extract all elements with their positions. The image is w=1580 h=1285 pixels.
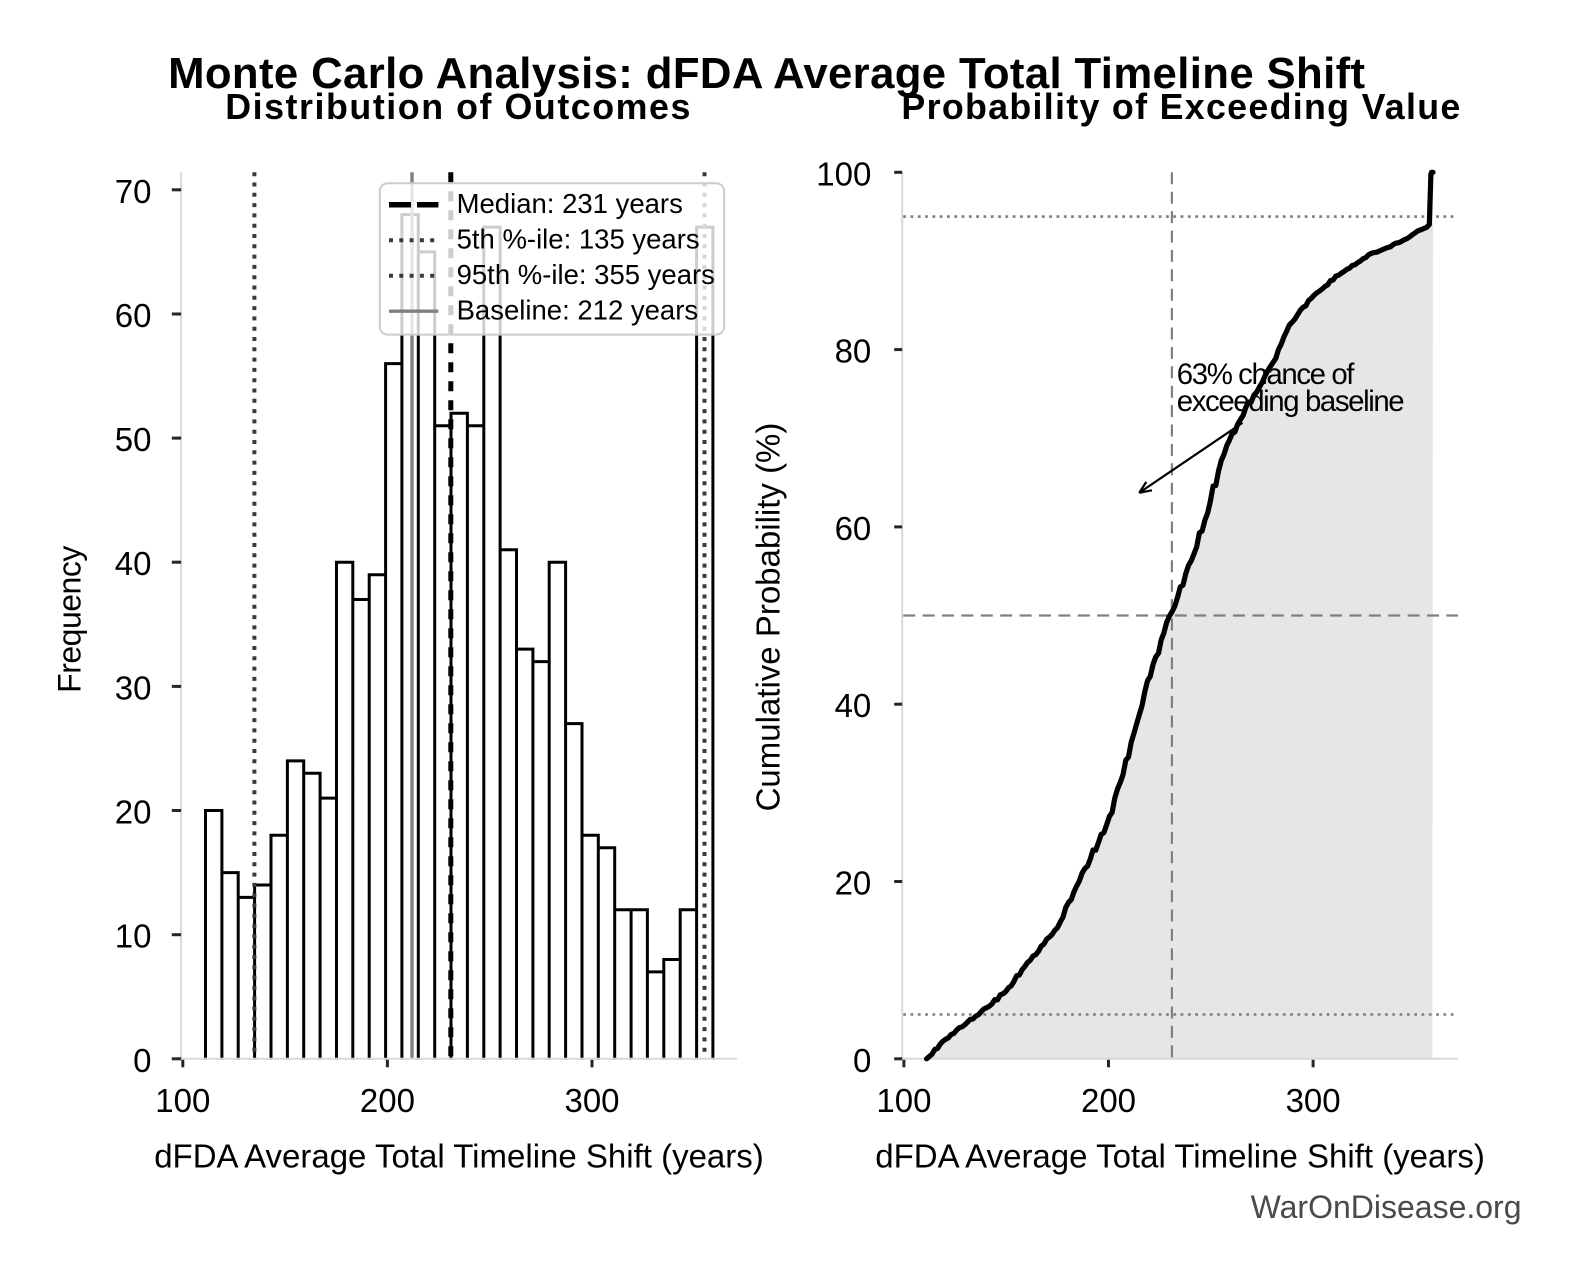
svg-text:70: 70	[115, 173, 152, 210]
svg-text:20: 20	[115, 794, 152, 831]
svg-text:Cumulative Probability (%): Cumulative Probability (%)	[749, 423, 786, 812]
svg-text:60: 60	[835, 510, 872, 547]
svg-text:10: 10	[115, 918, 152, 955]
svg-text:WarOnDisease.org: WarOnDisease.org	[1251, 1189, 1522, 1225]
svg-text:Probability of Exceeding Value: Probability of Exceeding Value	[901, 87, 1461, 127]
svg-text:300: 300	[1286, 1082, 1341, 1119]
svg-text:30: 30	[115, 669, 152, 706]
svg-text:Distribution of Outcomes: Distribution of Outcomes	[225, 87, 692, 127]
svg-text:100: 100	[876, 1082, 931, 1119]
svg-text:60: 60	[115, 297, 152, 334]
svg-text:20: 20	[835, 865, 872, 902]
svg-text:80: 80	[835, 333, 872, 370]
svg-text:40: 40	[115, 545, 152, 582]
svg-text:200: 200	[1081, 1082, 1136, 1119]
svg-text:63% chance of: 63% chance of	[1177, 358, 1355, 391]
svg-text:dFDA Average Total Timeline Sh: dFDA Average Total Timeline Shift (years…	[875, 1137, 1485, 1174]
svg-text:Monte Carlo Analysis: dFDA Ave: Monte Carlo Analysis: dFDA Average Total…	[168, 49, 1365, 98]
svg-text:Frequency: Frequency	[51, 546, 87, 693]
svg-text:300: 300	[564, 1082, 619, 1119]
svg-text:0: 0	[133, 1042, 151, 1079]
svg-text:5th %-ile: 135 years: 5th %-ile: 135 years	[457, 224, 700, 255]
svg-text:Median: 231 years: Median: 231 years	[457, 188, 683, 219]
svg-text:100: 100	[816, 155, 871, 192]
svg-text:95th %-ile: 355 years: 95th %-ile: 355 years	[457, 259, 715, 290]
svg-text:40: 40	[835, 687, 872, 724]
svg-text:exceeding baseline: exceeding baseline	[1177, 385, 1404, 418]
svg-text:50: 50	[115, 421, 152, 458]
svg-text:100: 100	[155, 1082, 210, 1119]
svg-text:200: 200	[360, 1082, 415, 1119]
svg-text:dFDA Average Total Timeline Sh: dFDA Average Total Timeline Shift (years…	[154, 1137, 764, 1174]
svg-text:Baseline: 212 years: Baseline: 212 years	[457, 295, 699, 326]
svg-text:0: 0	[853, 1042, 871, 1079]
